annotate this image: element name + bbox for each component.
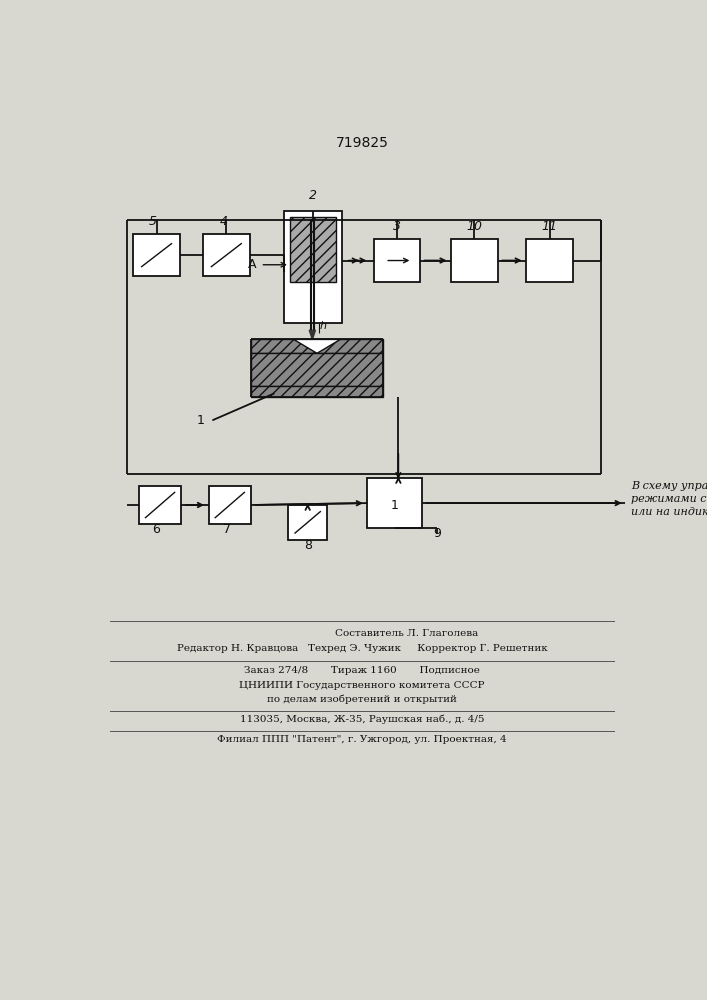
Text: В схему управления
режимами сварки
или на индикатор: В схему управления режимами сварки или н…	[631, 481, 707, 517]
Text: 5: 5	[148, 215, 157, 228]
Bar	[251, 339, 383, 353]
Polygon shape	[309, 330, 315, 339]
Bar	[368, 478, 421, 528]
Bar	[290, 217, 336, 282]
Text: ЦНИИПИ Государственного комитета СССР: ЦНИИПИ Государственного комитета СССР	[239, 681, 485, 690]
Text: 7: 7	[223, 523, 231, 536]
Bar	[251, 353, 383, 386]
Polygon shape	[293, 339, 340, 353]
Text: 113035, Москва, Ж-35, Раушская наб., д. 4/5: 113035, Москва, Ж-35, Раушская наб., д. …	[240, 715, 484, 724]
Text: 3: 3	[393, 220, 401, 233]
Text: Редактор Н. Кравцова   Техред Э. Чужик     Корректор Г. Решетник: Редактор Н. Кравцова Техред Э. Чужик Кор…	[177, 644, 547, 653]
Bar	[373, 239, 420, 282]
Bar	[203, 234, 250, 276]
Bar	[451, 239, 498, 282]
Text: Филиал ППП "Патент", г. Ужгород, ул. Проектная, 4: Филиал ППП "Патент", г. Ужгород, ул. Про…	[217, 735, 507, 744]
Text: 4: 4	[220, 215, 228, 228]
Text: 719825: 719825	[336, 136, 388, 150]
Text: по делам изобретений и открытий: по делам изобретений и открытий	[267, 695, 457, 704]
Text: Заказ 274/8       Тираж 1160       Подписное: Заказ 274/8 Тираж 1160 Подписное	[244, 666, 480, 675]
Bar	[139, 486, 182, 524]
Text: 1: 1	[197, 414, 205, 427]
Bar	[134, 234, 180, 276]
Bar	[526, 239, 573, 282]
Text: 10: 10	[467, 220, 482, 233]
Text: 1: 1	[390, 499, 399, 512]
Text: 6: 6	[152, 523, 160, 536]
Bar	[284, 211, 341, 323]
Text: 9: 9	[433, 527, 441, 540]
Text: h: h	[320, 321, 327, 331]
Text: A: A	[248, 258, 257, 271]
Bar	[251, 386, 383, 397]
Text: Составитель Л. Глаголева: Составитель Л. Глаголева	[334, 629, 478, 638]
Text: 8: 8	[304, 539, 312, 552]
Bar	[209, 486, 251, 524]
Text: 11: 11	[542, 220, 558, 233]
Text: 2: 2	[309, 189, 317, 202]
Bar	[288, 505, 327, 540]
